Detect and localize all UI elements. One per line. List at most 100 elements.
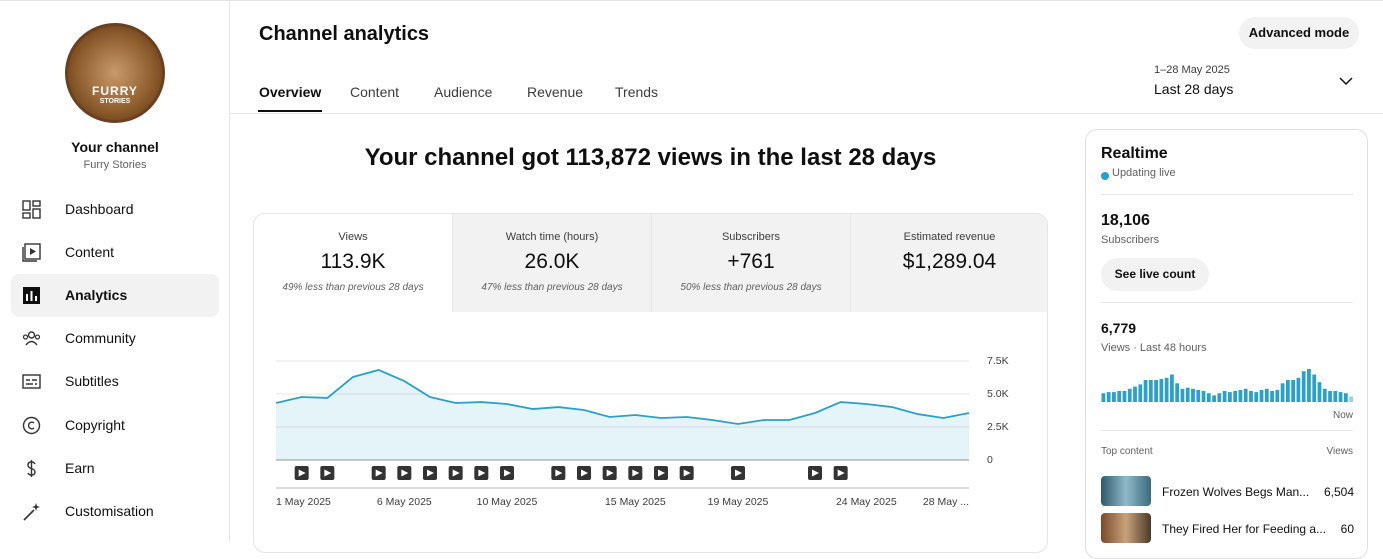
metric-card[interactable]: Subscribers +761 50% less than previous 28…: [652, 214, 851, 312]
metric-label: Subscribers: [721, 231, 781, 243]
metric-card[interactable]: Watch time (hours) 26.0K 47% less than pre…: [453, 214, 652, 312]
video-marker[interactable]: [448, 466, 463, 480]
x-tick-label: 1 May 2025: [276, 496, 331, 508]
realtime-bar: [1349, 396, 1353, 402]
video-marker[interactable]: [294, 466, 309, 480]
video-icon-play: [452, 469, 460, 477]
realtime-bar: [1112, 392, 1116, 402]
nav-icon: [23, 287, 40, 305]
nav-item[interactable]: Copyright: [11, 404, 219, 447]
nav-item[interactable]: Customisation: [11, 490, 219, 533]
video-marker[interactable]: [397, 466, 412, 480]
realtime-bar: [1222, 391, 1227, 402]
metric-value: 113.9K: [320, 250, 386, 273]
realtime-bar: [1101, 393, 1106, 402]
video-title: They Fired Her for Feeding a...: [1162, 522, 1327, 536]
tab[interactable]: Trends: [615, 84, 659, 100]
dropdown-arrow[interactable]: [1339, 75, 1353, 87]
x-tick-label: 10 May 2025: [477, 496, 538, 508]
video-marker[interactable]: [371, 466, 386, 480]
period-selector[interactable]: Last 28 days: [1154, 81, 1234, 97]
realtime-bar: [1154, 380, 1158, 402]
nav-item[interactable]: Community: [11, 317, 219, 360]
top-content-row[interactable]: Frozen Wolves Begs Man... 6,504: [1101, 476, 1354, 506]
video-icon-play: [606, 469, 614, 477]
y-tick-label: 5.0K: [987, 388, 1009, 400]
channel-name: Furry Stories: [83, 159, 147, 171]
realtime-bar: [1159, 378, 1164, 402]
video-title: Frozen Wolves Begs Man...: [1162, 485, 1310, 499]
video-marker[interactable]: [577, 466, 591, 480]
live-status: Updating live: [1112, 167, 1176, 179]
chart: 0 2.5K 5.0K 7.5K 1 May 2025 6 May 2025 10 May …: [275, 355, 1009, 508]
realtime-bar: [1343, 393, 1348, 402]
video-icon-play: [375, 469, 383, 477]
video-marker[interactable]: [320, 466, 335, 480]
page-title: Channel analytics: [259, 23, 430, 45]
metric-card[interactable]: Estimated revenue $1,289.04: [851, 214, 1047, 312]
nav-item[interactable]: Content: [11, 231, 219, 274]
tab[interactable]: Overview: [257, 84, 323, 112]
top-content-row[interactable]: They Fired Her for Feeding a... 60: [1101, 513, 1354, 543]
realtime-bar: [1206, 393, 1211, 402]
tab[interactable]: Revenue: [527, 84, 584, 100]
x-tick-label: 6 May 2025: [377, 496, 432, 508]
video-marker[interactable]: [731, 466, 745, 480]
video-marker[interactable]: [628, 466, 643, 480]
realtime-bar: [1212, 395, 1216, 402]
realtime-bar: [1133, 386, 1137, 402]
video-marker[interactable]: [654, 466, 668, 480]
realtime-bar: [1312, 374, 1317, 402]
advanced-mode-button[interactable]: Advanced mode: [1239, 17, 1359, 49]
realtime-bar: [1106, 392, 1111, 402]
y-tick-label: 2.5K: [987, 421, 1009, 433]
metric-card[interactable]: Views 113.9K 49% less than previous 28 day…: [254, 214, 453, 312]
video-icon-play: [837, 469, 845, 477]
metric-value: $1,289.04: [902, 250, 997, 273]
realtime-bar: [1275, 389, 1280, 402]
video-marker[interactable]: [474, 466, 489, 480]
see-live-count-button[interactable]: See live count: [1101, 258, 1209, 291]
sidebar: FURRY STORIES Your channel Furry Stories…: [0, 0, 230, 542]
video-marker[interactable]: [679, 466, 694, 480]
video-marker[interactable]: [808, 466, 822, 480]
realtime-bar: [1138, 384, 1143, 402]
y-tick-label: 7.5K: [987, 355, 1009, 367]
nav-item[interactable]: Analytics: [11, 274, 219, 318]
channel-avatar[interactable]: FURRY STORIES: [65, 23, 165, 123]
realtime-bar: [1249, 391, 1253, 402]
nav-label: Community: [65, 330, 136, 347]
realtime-bar: [1254, 392, 1259, 402]
video-marker[interactable]: [551, 466, 566, 480]
realtime-bar: [1196, 389, 1201, 402]
metric-label: Estimated revenue: [903, 231, 996, 243]
video-icon-play: [298, 469, 306, 477]
video-icon-play: [427, 469, 434, 477]
nav-label: Copyright: [65, 416, 125, 433]
realtime-bar: [1228, 392, 1232, 402]
video-marker[interactable]: [833, 466, 848, 480]
now-label: Now: [1332, 410, 1353, 421]
video-marker[interactable]: [500, 466, 514, 480]
top-border: [0, 0, 1383, 1]
x-tick-label: 19 May 2025: [708, 496, 769, 508]
video-marker[interactable]: [602, 466, 617, 480]
nav-item[interactable]: Dashboard: [11, 188, 219, 231]
tab[interactable]: Audience: [434, 84, 493, 100]
channel-label: Your channel: [71, 139, 159, 155]
video-icon-play: [683, 469, 691, 477]
video-icon-play: [478, 469, 486, 477]
nav-icon: [23, 502, 40, 521]
nav-label: Subtitles: [65, 373, 119, 390]
nav-item[interactable]: Earn: [11, 447, 219, 490]
nav-icon: [27, 459, 36, 477]
nav-icon: [22, 331, 41, 346]
nav-item[interactable]: Subtitles: [11, 360, 219, 403]
realtime-bar: [1317, 382, 1322, 402]
tab[interactable]: Content: [350, 84, 400, 100]
avatar-text: FURRY: [92, 84, 138, 98]
video-icon-play: [504, 469, 511, 477]
realtime-bar: [1333, 391, 1338, 402]
realtime-bar: [1122, 391, 1127, 402]
video-marker[interactable]: [423, 466, 437, 480]
